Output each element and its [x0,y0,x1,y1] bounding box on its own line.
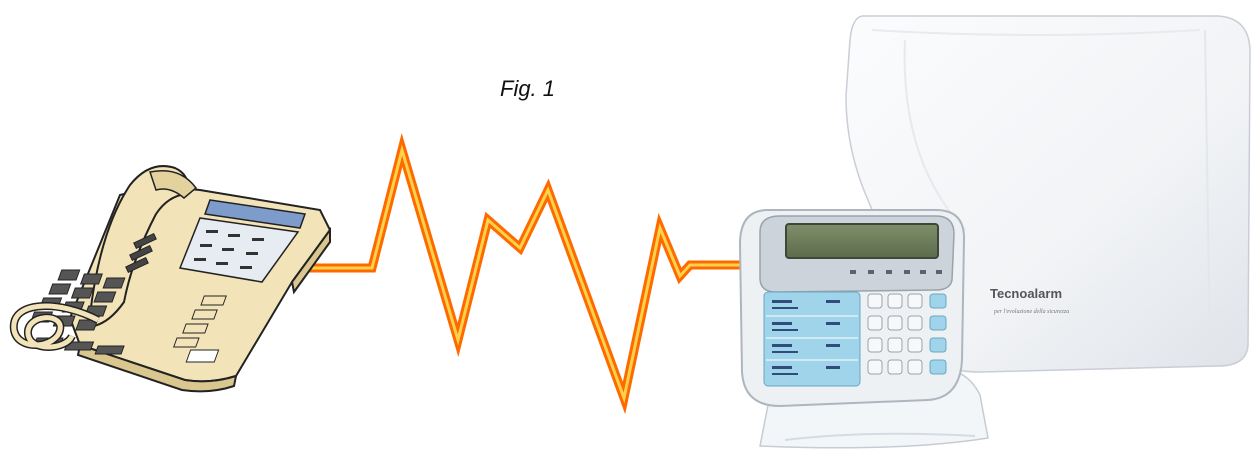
panel-brand-label: Tecnoalarm [990,286,1062,301]
telephone [9,165,332,393]
panel-tagline: per l'evoluzione della sicurezza [993,309,1069,315]
signal-line [293,132,755,415]
figure-caption: Fig. 1 [500,76,556,101]
alarm-keypad [738,209,989,449]
